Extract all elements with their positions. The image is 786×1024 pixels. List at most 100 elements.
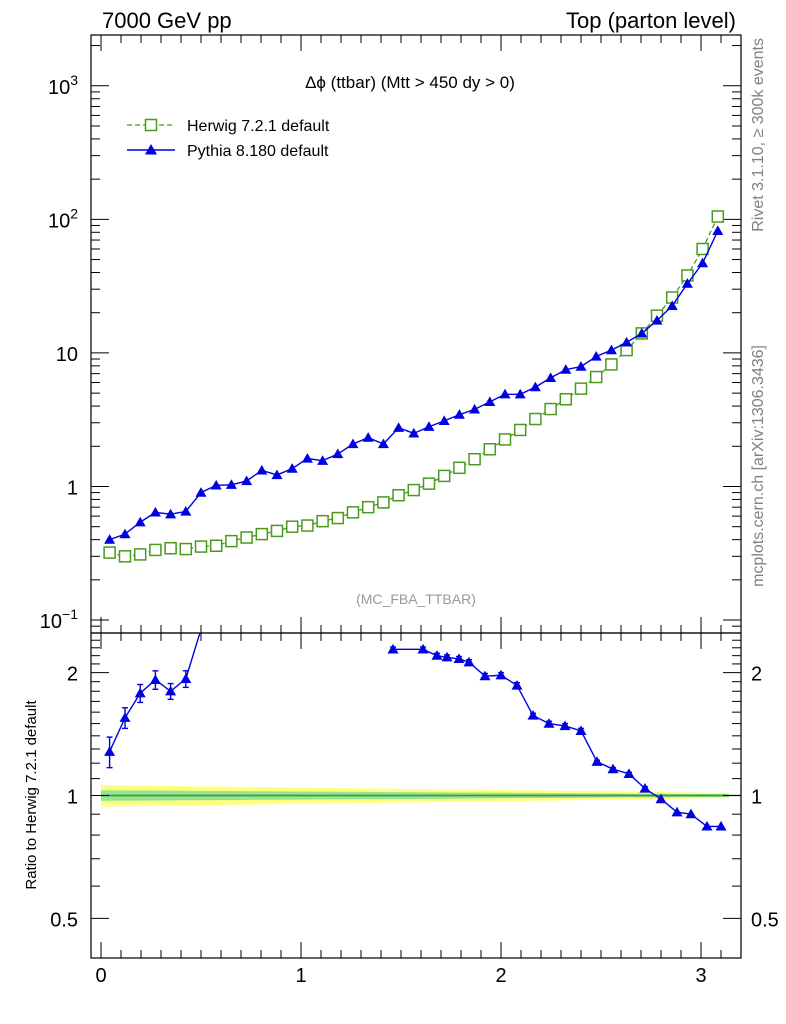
herwig-point: [118, 550, 132, 563]
herwig-point: [149, 543, 162, 557]
pythia-point: [165, 508, 177, 519]
herwig-point: [559, 392, 573, 406]
y-tick-label: 103: [48, 72, 78, 99]
pythia-point: [681, 278, 693, 288]
header-right: Top (parton level): [566, 8, 736, 33]
ratio-pythia-point: [417, 643, 429, 654]
herwig-point: [392, 488, 405, 502]
pythia-point: [529, 381, 541, 392]
herwig-point: [574, 382, 588, 395]
herwig-point: [377, 496, 390, 509]
pythia-point: [195, 487, 207, 497]
legend-pythia-marker: [145, 144, 157, 155]
herwig-point: [453, 461, 466, 475]
pythia-point: [119, 528, 131, 539]
ratio-ylabel: Ratio to Herwig 7.2.1 default: [23, 700, 40, 890]
x-tick-label: 1: [295, 965, 306, 987]
herwig-point: [133, 548, 147, 561]
herwig-point: [225, 534, 238, 548]
pythia-point: [377, 438, 389, 449]
pythia-point: [484, 396, 496, 407]
ratio-x-tick-labels: 0 1 2 3: [95, 965, 706, 987]
pythia-point: [210, 479, 222, 490]
ratio-pythia-point: [479, 670, 491, 681]
ratio-pythia-group: [104, 633, 727, 831]
herwig-point: [589, 370, 603, 384]
pythia-point: [499, 388, 511, 399]
pythia-point: [286, 463, 298, 473]
ratio-pythia-point: [607, 763, 619, 774]
pythia-point: [225, 479, 237, 489]
ratio-pythia-point: [701, 820, 713, 831]
herwig-point: [605, 358, 618, 371]
herwig-point: [483, 443, 497, 456]
ratio-pythia-point: [715, 820, 727, 831]
ratio-y-tick-label-right: 1: [751, 787, 762, 809]
ratio-pythia-point: [655, 793, 667, 804]
pythia-point: [301, 453, 313, 463]
ratio-pythia-point: [559, 720, 571, 731]
ratio-pythia-point: [591, 756, 603, 766]
pythia-point: [271, 469, 283, 480]
herwig-point: [270, 524, 284, 538]
herwig-point: [696, 242, 709, 256]
y-tick-label: 10−1: [40, 606, 78, 633]
ratio-pythia-point: [671, 806, 683, 817]
pythia-point: [241, 475, 253, 486]
watermark: (MC_FBA_TTBAR): [356, 591, 476, 607]
main-ticks: [91, 35, 742, 634]
y-tick-label: 10: [56, 344, 78, 366]
herwig-point: [194, 540, 208, 553]
herwig-point: [285, 520, 299, 533]
herwig-point: [331, 511, 345, 525]
ratio-pythia-point: [495, 669, 507, 680]
herwig-point: [240, 531, 253, 544]
ratio-band: [101, 785, 741, 807]
ratio-pythia-point: [463, 656, 475, 667]
ratio-pythia-point: [387, 643, 399, 654]
herwig-point: [164, 541, 177, 555]
pythia-point: [408, 427, 420, 438]
herwig-point: [179, 542, 193, 556]
ratio-pythia-point: [639, 783, 651, 793]
pythia-point: [605, 344, 617, 355]
ratio-pythia-point: [453, 653, 465, 664]
pythia-point: [651, 314, 663, 325]
herwig-point: [422, 477, 436, 490]
herwig-point: [407, 483, 421, 497]
pythia-point: [590, 351, 602, 361]
pythia-point: [393, 422, 405, 432]
ratio-y-tick-label: 2: [67, 664, 78, 686]
ratio-pythia-point: [575, 725, 587, 735]
ratio-pythia-point: [623, 768, 635, 778]
herwig-point: [209, 539, 223, 553]
legend: Herwig 7.2.1 default Pythia 8.180 default: [127, 118, 330, 160]
herwig-point: [103, 546, 116, 559]
plot-title: Δϕ (ttbar) (Mtt > 450 dy > 0): [305, 73, 515, 92]
pythia-point: [514, 388, 526, 399]
y-tick-label: 102: [48, 205, 78, 232]
pythia-point: [180, 505, 192, 516]
pythia-point: [423, 421, 435, 431]
ratio-pythia-point: [543, 718, 555, 728]
ratio-panel: 0.5 0.5 1 1 2 2 0 1 2 3 Ratio to Herwig 7.2.1 de…: [23, 632, 779, 987]
side-text-mcplots: mcplots.cern.ch [arXiv:1306.3436]: [750, 345, 767, 587]
ratio-pythia-point: [165, 685, 177, 696]
pythia-point: [256, 464, 268, 475]
pythia-point: [545, 372, 557, 383]
ratio-pythia-line: [393, 648, 721, 828]
pythia-point: [575, 361, 587, 371]
ratio-ticks: [91, 632, 742, 959]
legend-herwig-label: Herwig 7.2.1 default: [187, 118, 330, 135]
pythia-point: [438, 415, 450, 425]
ratio-y-tick-label: 1: [67, 787, 78, 809]
herwig-point: [301, 519, 314, 532]
ratio-pythia-point: [104, 746, 116, 756]
ratio-y-tick-labels: 0.5 0.5 1 1 2 2: [50, 664, 779, 932]
herwig-point: [529, 412, 542, 426]
pythia-point: [317, 455, 329, 465]
x-tick-label: 3: [695, 965, 706, 987]
main-series: [103, 210, 725, 563]
main-panel: 10−1 1 10 102 103 Δϕ (ttbar) (Mtt > 450 dy >…: [40, 34, 742, 634]
herwig-point: [711, 210, 725, 223]
